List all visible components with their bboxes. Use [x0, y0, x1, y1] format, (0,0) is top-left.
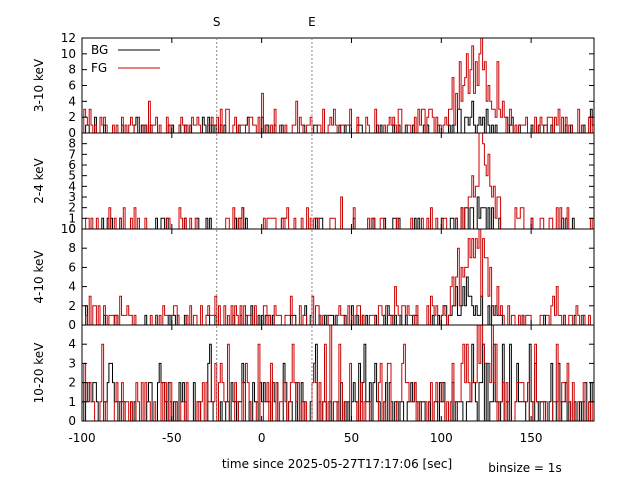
binsize-label: binsize = 1s: [488, 461, 561, 475]
y-tick-label: 8: [68, 63, 76, 77]
y-axis-label: 10-20 keV: [32, 342, 46, 404]
y-tick-label: 4: [68, 337, 76, 351]
y-tick-label: 0: [68, 414, 76, 428]
y-tick-label: 2: [68, 201, 76, 215]
x-tick-label: 0: [258, 431, 266, 445]
marker-label-e: E: [308, 15, 316, 29]
x-tick-label: 100: [430, 431, 453, 445]
y-tick-label: 0: [68, 126, 76, 140]
x-tick-label: 50: [344, 431, 359, 445]
y-axis-label: 3-10 keV: [32, 58, 46, 112]
y-tick-label: 3: [68, 190, 76, 204]
y-tick-label: 8: [68, 137, 76, 151]
y-tick-label: 6: [68, 158, 76, 172]
y-tick-label: 12: [61, 31, 76, 45]
x-tick-label: 150: [520, 431, 543, 445]
panel-4: 0 1 2 3 4 10-20 keV: [32, 324, 595, 428]
panel-1: 0 2 46 8 10 12 3-10 keV: [32, 31, 595, 140]
panel-3: 0 2 4 6 8 10 4-10 keV: [32, 222, 595, 332]
y-tick-label: 10: [61, 222, 76, 236]
x-axis-label: time since 2025-05-27T17:17:06 [sec]: [222, 457, 452, 471]
y-tick-label: 1: [68, 211, 76, 225]
y-axis-label: 2-4 keV: [32, 157, 46, 203]
legend-label-fg: FG: [91, 61, 107, 75]
fg-series-line: [82, 37, 594, 134]
panel-frame: [81, 324, 595, 422]
fg-series-line: [82, 324, 594, 422]
marker-label-s: S: [213, 15, 221, 29]
y-tick-label: 2: [68, 110, 76, 124]
y-tick-label: 6: [68, 79, 76, 93]
y-tick-label: 2: [68, 299, 76, 313]
y-tick-label: 6: [68, 260, 76, 274]
y-tick-label: 8: [68, 241, 76, 255]
y-tick-label: 1: [68, 395, 76, 409]
y-tick-label: 0: [68, 318, 76, 332]
x-tick-label: -50: [162, 431, 182, 445]
y-tick-label: 2: [68, 376, 76, 390]
y-tick-label: 10: [61, 47, 76, 61]
y-tick-label: 0: [68, 222, 76, 236]
y-axis-label: 4-10 keV: [32, 250, 46, 304]
y-tick-label: 3: [68, 356, 76, 370]
legend-label-bg: BG: [91, 43, 108, 57]
panel-frame: [81, 228, 595, 326]
y-tick-label: 5: [68, 169, 76, 183]
y-tick-label: 4: [68, 179, 76, 193]
y-tick-label: 4: [68, 94, 76, 108]
y-tick-label: 4: [68, 280, 76, 294]
fg-series-line: [82, 228, 594, 326]
y-tick-label: 7: [68, 147, 76, 161]
fg-series-line: [82, 132, 594, 230]
x-tick-label: -100: [68, 431, 95, 445]
panel-frame: [81, 37, 595, 134]
